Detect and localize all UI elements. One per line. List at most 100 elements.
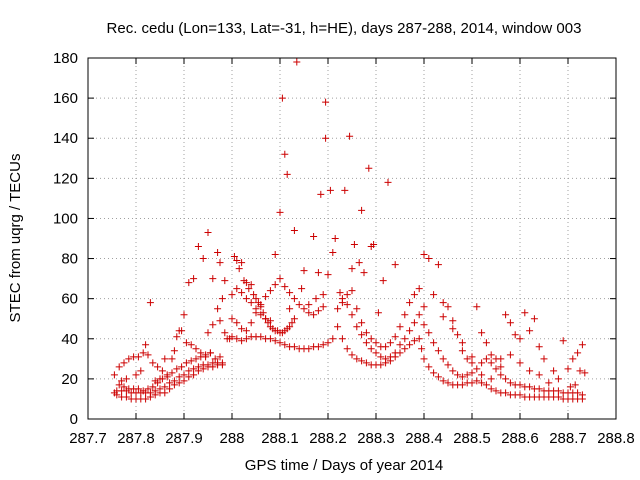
data-point — [142, 341, 150, 349]
data-point — [367, 345, 375, 353]
data-point — [204, 329, 212, 337]
data-point — [161, 383, 169, 391]
data-point — [372, 349, 380, 357]
data-point — [305, 345, 313, 353]
data-point — [511, 331, 519, 339]
data-point — [434, 373, 442, 381]
data-point — [497, 355, 505, 363]
data-point — [266, 317, 274, 325]
data-point — [449, 317, 457, 325]
data-point — [331, 235, 339, 242]
data-point — [415, 285, 423, 293]
data-point — [334, 323, 342, 331]
data-point — [170, 377, 178, 385]
data-point — [300, 305, 308, 313]
data-point — [166, 379, 174, 387]
data-point — [168, 355, 176, 363]
data-point — [190, 275, 198, 283]
data-point — [382, 355, 390, 363]
data-point — [526, 383, 534, 391]
data-point — [238, 289, 246, 297]
y-tick-labels: 0 20 40 60 80 100 120 140 160 180 — [53, 50, 78, 428]
data-point — [180, 377, 188, 385]
data-point — [238, 325, 246, 333]
data-point — [230, 253, 238, 261]
data-point — [358, 357, 366, 365]
data-point — [406, 327, 414, 335]
data-point — [144, 385, 152, 393]
data-point — [262, 315, 270, 323]
y-tick-label: 80 — [61, 251, 78, 268]
data-point — [216, 259, 224, 267]
data-point — [310, 232, 318, 240]
data-point — [180, 371, 188, 379]
data-point — [410, 337, 418, 345]
x-tick-label: 288.1 — [261, 430, 299, 447]
x-tick-label: 288.5 — [453, 430, 491, 447]
data-point — [149, 383, 157, 391]
data-point — [233, 319, 241, 327]
data-point — [362, 359, 370, 367]
data-point — [173, 333, 181, 341]
data-point — [482, 381, 490, 389]
data-point — [110, 371, 118, 379]
data-point — [281, 283, 289, 291]
data-point — [228, 333, 236, 341]
data-point — [348, 287, 356, 295]
data-point — [343, 345, 351, 353]
data-point — [502, 375, 510, 383]
data-point — [242, 335, 250, 343]
data-point — [348, 265, 356, 273]
x-tick-label: 288.3 — [357, 430, 395, 447]
data-point — [151, 377, 159, 385]
data-point — [322, 134, 330, 142]
data-point — [192, 355, 200, 363]
data-point — [367, 335, 375, 343]
data-point — [290, 343, 298, 351]
data-point — [190, 365, 198, 373]
data-point — [439, 299, 447, 307]
data-point — [310, 311, 318, 319]
data-point — [362, 339, 370, 347]
data-point — [290, 226, 298, 234]
data-point — [146, 299, 154, 307]
data-point — [454, 371, 462, 379]
data-point — [149, 359, 157, 367]
plot-frame — [87, 57, 617, 420]
data-point — [540, 355, 548, 363]
data-point — [535, 385, 543, 393]
data-point — [578, 341, 586, 349]
data-point — [182, 359, 190, 367]
data-point — [418, 345, 426, 353]
data-point — [391, 333, 399, 341]
y-tick-label: 120 — [53, 170, 78, 187]
data-point — [319, 303, 327, 311]
data-point — [550, 367, 558, 375]
data-point — [283, 170, 291, 178]
data-point — [420, 251, 428, 259]
data-point — [581, 369, 589, 377]
data-point — [434, 261, 442, 269]
data-point — [492, 365, 500, 373]
data-point — [535, 371, 543, 379]
data-point — [468, 379, 476, 387]
data-point — [360, 269, 368, 277]
data-point — [197, 349, 205, 357]
data-point — [257, 333, 265, 341]
data-point — [430, 369, 438, 377]
data-point — [454, 331, 462, 339]
data-point — [175, 379, 183, 387]
data-point — [209, 321, 217, 329]
data-point — [382, 343, 390, 351]
data-point — [348, 351, 356, 359]
data-point — [281, 150, 289, 158]
data-point — [521, 309, 529, 317]
data-point — [276, 208, 284, 216]
data-point — [161, 389, 169, 397]
data-point — [161, 355, 169, 363]
data-point — [350, 241, 358, 249]
data-point — [182, 339, 190, 347]
axis-ticks — [87, 57, 617, 420]
data-point — [506, 319, 514, 327]
data-point — [221, 329, 229, 337]
